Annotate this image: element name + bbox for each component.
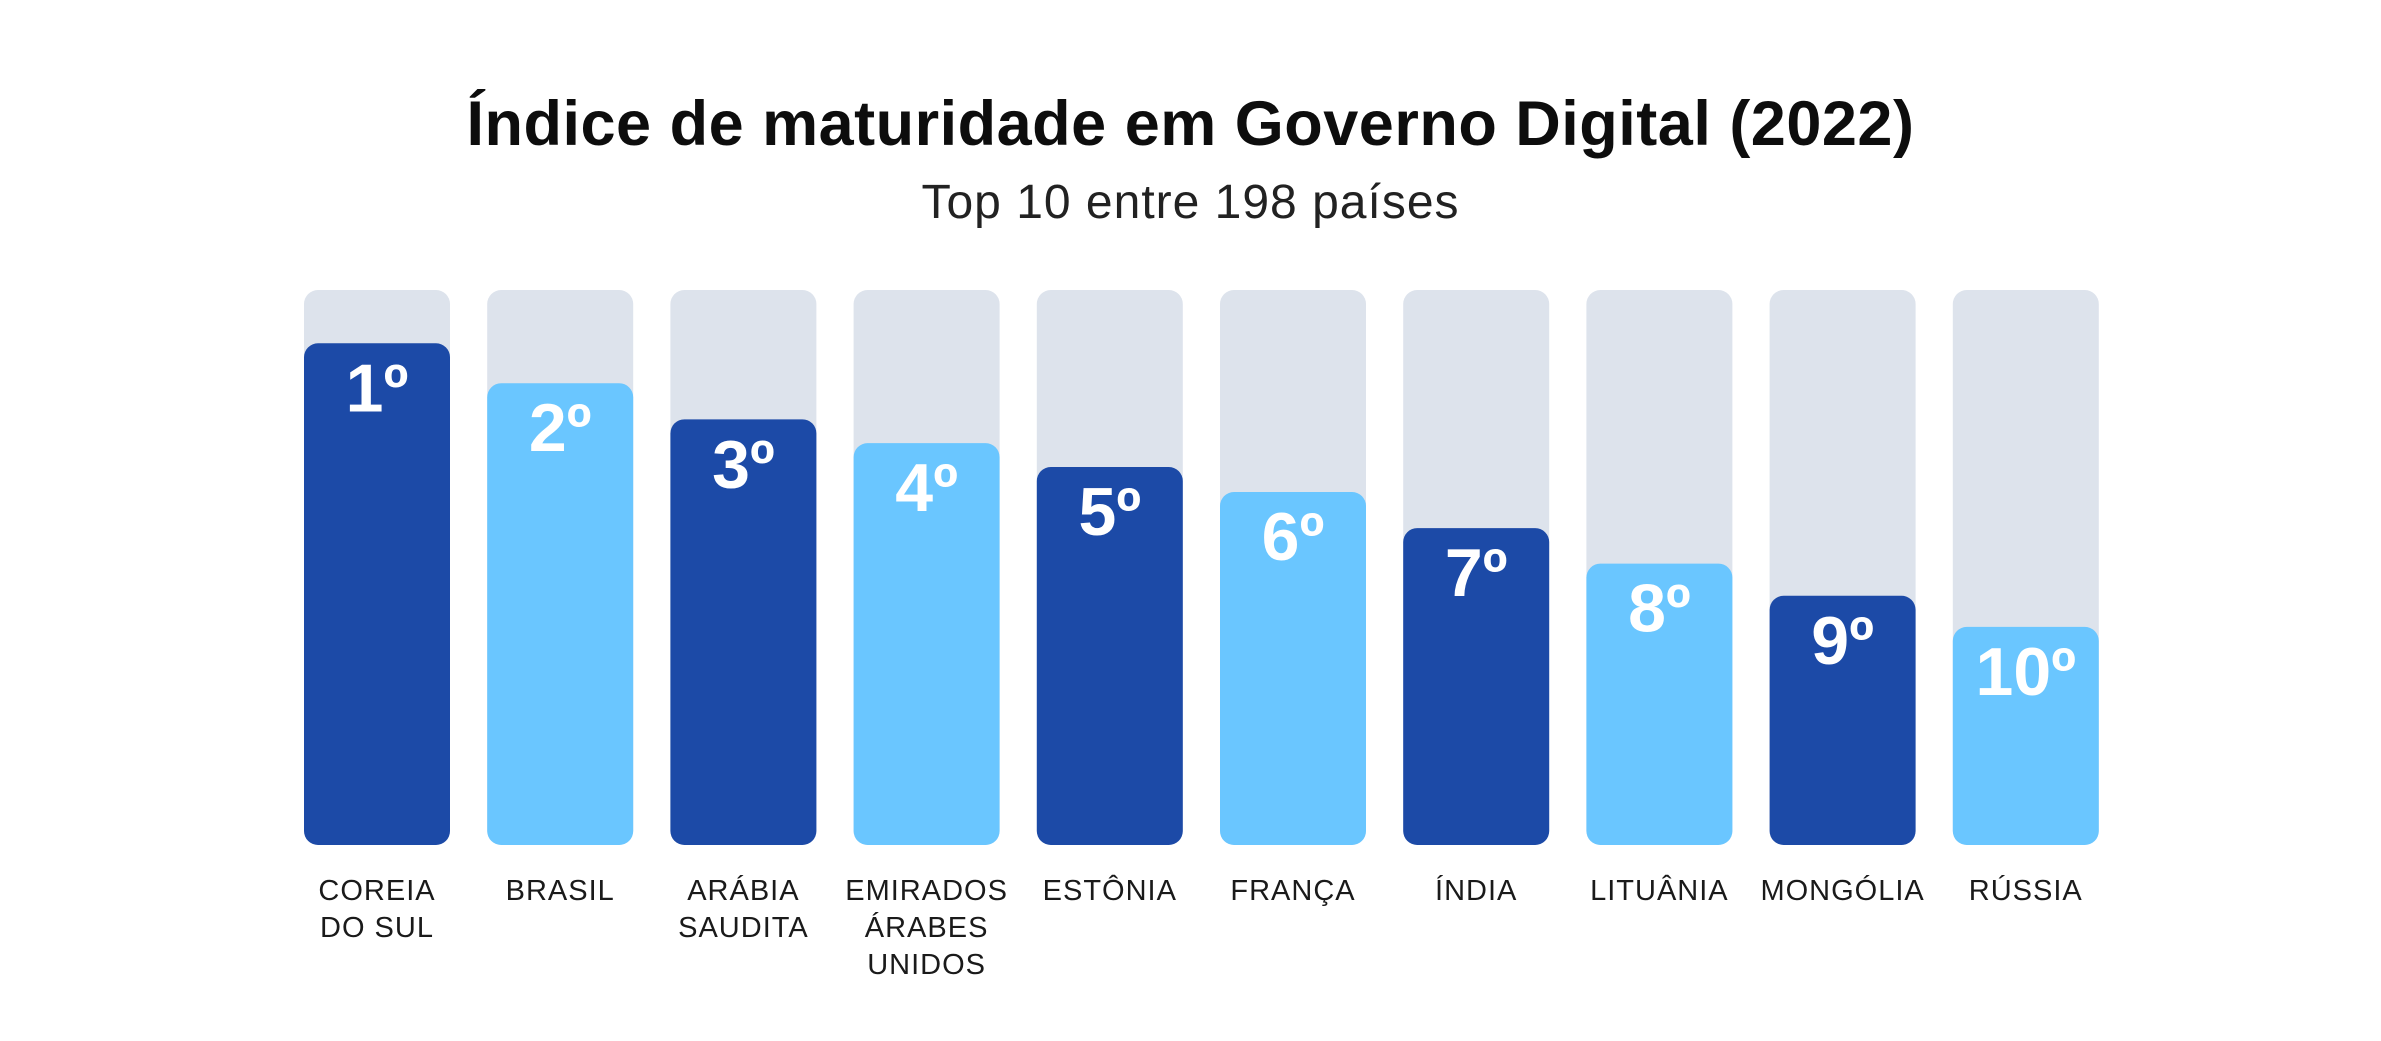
category-label: LITUÂNIA (1590, 874, 1729, 907)
category-label-line: RÚSSIA (1969, 874, 2083, 907)
category-label: RÚSSIA (1969, 874, 2083, 907)
bar (1220, 492, 1366, 845)
category-label: ESTÔNIA (1043, 873, 1177, 907)
bar (487, 383, 634, 845)
category-label: EMIRADOS ÁRABES UNIDOS (845, 875, 1008, 981)
bar-group: 1º COREIA DO SUL (304, 290, 450, 944)
bar (304, 343, 450, 845)
category-label-line: ESTÔNIA (1043, 873, 1177, 907)
bar-group: 2º BRASIL (487, 290, 634, 907)
bar (1586, 563, 1733, 845)
category-label-line: ARÁBIA (687, 874, 799, 907)
bar-rank-label: 2º (529, 390, 592, 466)
bar-rank-label: 4º (895, 450, 958, 526)
category-label-line: MONGÓLIA (1760, 874, 1924, 907)
bar-rank-label: 5º (1078, 474, 1141, 550)
category-label-line: FRANÇA (1230, 875, 1355, 907)
bar-group: 6º FRANÇA (1220, 290, 1366, 907)
chart-subtitle: Top 10 entre 198 países (921, 176, 1460, 229)
bar-group: 3º ARÁBIA SAUDITA (670, 290, 817, 944)
bar-group: 10º RÚSSIA (1952, 290, 2099, 907)
category-label: ARÁBIA SAUDITA (678, 874, 809, 944)
bar (670, 419, 817, 845)
category-label-line: UNIDOS (867, 949, 986, 981)
category-label-line: ÍNDIA (1435, 874, 1517, 907)
bar (853, 443, 1000, 845)
bar-rank-label: 10º (1976, 634, 2076, 710)
category-label-line: BRASIL (506, 875, 615, 907)
bar-rank-label: 1º (346, 350, 409, 426)
category-label-line: ÁRABES (865, 911, 989, 944)
bar-rank-label: 7º (1445, 535, 1508, 611)
bar-rank-label: 3º (712, 426, 775, 502)
bar-group: 4º EMIRADOS ÁRABES UNIDOS (845, 290, 1008, 981)
category-label: MONGÓLIA (1760, 874, 1924, 907)
category-label: FRANÇA (1230, 875, 1355, 907)
bar-group: 5º ESTÔNIA (1036, 290, 1183, 907)
bar-group: 8º LITUÂNIA (1586, 290, 1733, 907)
chart-title: Índice de maturidade em Governo Digital … (466, 89, 1915, 159)
bar (1036, 467, 1183, 845)
bar-rank-label: 8º (1628, 571, 1691, 647)
bar-rank-label: 9º (1811, 603, 1874, 679)
category-label: ÍNDIA (1435, 874, 1517, 907)
bar (1403, 528, 1550, 845)
category-label-line: LITUÂNIA (1590, 874, 1729, 907)
category-label-line: COREIA (318, 875, 435, 907)
category-label: BRASIL (506, 875, 615, 907)
bar (1952, 626, 2099, 845)
bar-rank-label: 6º (1262, 499, 1325, 575)
bar (1769, 595, 1916, 845)
category-label: COREIA DO SUL (318, 875, 435, 944)
category-label-line: EMIRADOS (845, 875, 1008, 907)
category-label-line: DO SUL (320, 912, 434, 944)
category-label-line: SAUDITA (678, 912, 809, 944)
bar-group: 9º MONGÓLIA (1760, 290, 1924, 907)
bar-group: 7º ÍNDIA (1403, 290, 1550, 907)
